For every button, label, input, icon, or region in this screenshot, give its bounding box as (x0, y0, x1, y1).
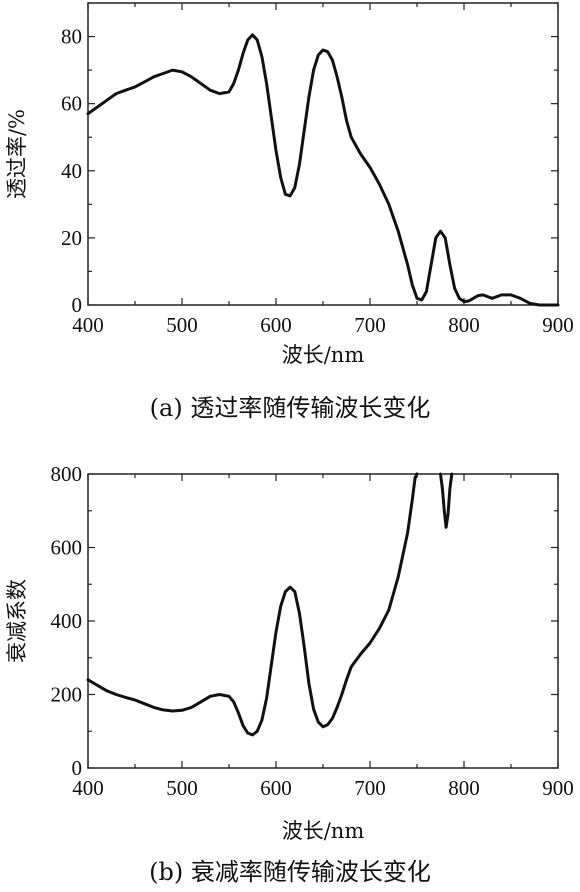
x-tick-label: 400 (72, 313, 104, 337)
panel-a-x-axis-label: 波长/nm (282, 343, 365, 367)
x-tick-label: 900 (542, 313, 574, 337)
y-tick-label: 400 (51, 609, 83, 633)
panel-b-attenuation-line-segment (439, 472, 454, 529)
y-tick-label: 40 (61, 159, 82, 183)
x-tick-label: 700 (354, 313, 386, 337)
x-tick-label: 500 (166, 313, 198, 337)
y-tick-label: 800 (51, 462, 83, 486)
panel-a-transmittance-chart: 400 500 600 700 800 900 0 20 40 60 80 波长/nm 透过率/%… (5, 2, 574, 422)
panel-a-ticks (87, 2, 559, 306)
panel-b-y-tick-labels: 0 200 400 600 800 (51, 462, 83, 780)
panel-a-transmittance-line (86, 33, 560, 307)
x-tick-label: 600 (260, 776, 292, 800)
x-tick-label: 900 (542, 776, 574, 800)
x-tick-label: 800 (448, 776, 480, 800)
y-tick-label: 80 (61, 25, 82, 49)
y-tick-label: 200 (51, 683, 83, 707)
panel-a-caption: (a) 透过率随传输波长变化 (150, 394, 431, 422)
panel-b-x-axis-label: 波长/nm (282, 819, 365, 843)
y-tick-label: 60 (61, 92, 82, 116)
x-tick-label: 400 (72, 776, 104, 800)
panel-b-caption: (b) 衰减率随传输波长变化 (149, 858, 431, 886)
panel-b-plot-frame (87, 473, 559, 769)
x-tick-label: 600 (260, 313, 292, 337)
panel-b-y-axis-label: 衰减系数 (5, 579, 29, 663)
panel-a-y-tick-labels: 0 20 40 60 80 (61, 25, 82, 317)
x-tick-label: 500 (166, 776, 198, 800)
y-tick-label: 0 (72, 756, 83, 780)
y-tick-label: 600 (51, 536, 83, 560)
y-tick-label: 20 (61, 226, 82, 250)
panel-a-plot-frame (87, 2, 559, 306)
panel-b-attenuation-line (86, 472, 419, 737)
x-tick-label: 800 (448, 313, 480, 337)
panel-a-y-axis-label: 透过率/% (5, 109, 29, 199)
panel-b-x-tick-labels: 400 500 600 700 800 900 (72, 776, 574, 800)
panel-a-x-tick-labels: 400 500 600 700 800 900 (72, 313, 574, 337)
y-tick-label: 0 (72, 293, 83, 317)
panel-b-ticks (87, 473, 559, 769)
x-tick-label: 700 (354, 776, 386, 800)
panel-b-attenuation-chart: 400 500 600 700 800 900 0 200 400 600 800 波长/nm 衰… (5, 462, 574, 886)
